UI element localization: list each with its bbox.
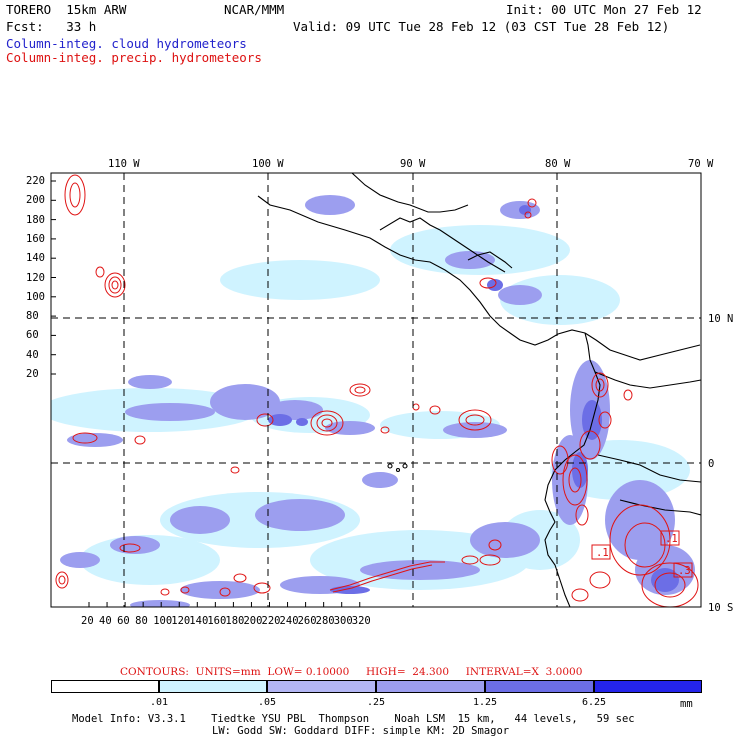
- boxed-label: .1: [596, 547, 609, 559]
- plot-frame: [50, 172, 702, 608]
- y-grid-label: 200: [26, 194, 45, 207]
- physics-info: LW: Godd SW: Goddard DIFF: simple KM: 2D…: [212, 725, 510, 737]
- model-title: TORERO 15km ARW: [6, 2, 127, 17]
- y-grid-label: 120: [26, 271, 45, 284]
- graticule: [51, 173, 701, 607]
- x-grid-label: 300: [333, 615, 353, 627]
- lon-label: 70 W: [688, 158, 714, 170]
- colorbar-label: 6.25: [581, 697, 607, 708]
- x-grid-label: 220: [261, 615, 281, 627]
- precip-field-label: Column-integ. precip. hydrometeors: [6, 50, 262, 65]
- lon-label: 80 W: [545, 158, 571, 170]
- boxed-label: .1: [665, 533, 678, 545]
- x-grid-label: 40: [99, 615, 112, 627]
- y-grid-label: 80: [26, 310, 39, 323]
- lon-label: 110 W: [108, 158, 140, 170]
- lat-label: 10 S: [708, 602, 734, 614]
- x-grid-label: 200: [243, 615, 263, 627]
- x-grid-label: 240: [279, 615, 299, 627]
- x-grid-label: 260: [297, 615, 317, 627]
- y-grid-label: 40: [26, 348, 39, 361]
- lon-label: 100 W: [252, 158, 284, 170]
- y-grid-label: 100: [26, 290, 45, 303]
- lat-label: 0: [708, 458, 715, 470]
- shaded-field: [51, 195, 695, 607]
- colorbar-segment: [376, 680, 485, 693]
- coastlines: [257, 173, 701, 607]
- cloud-field-label: Column-integ. cloud hydrometeors: [6, 36, 247, 51]
- y-grid-label: 220: [26, 175, 45, 187]
- colorbar-segment: [51, 680, 159, 693]
- colorbar-label: .01: [149, 697, 169, 708]
- x-grid-label: 320: [351, 615, 371, 627]
- colorbar-label: .05: [257, 697, 277, 708]
- contour-info: CONTOURS: UNITS=mm LOW= 0.10000 HIGH= 24…: [120, 666, 583, 678]
- x-grid-label: 20: [81, 615, 94, 627]
- colorbar-segment: [267, 680, 376, 693]
- colorbar-segment: [485, 680, 594, 693]
- colorbar-unit: mm: [680, 698, 693, 710]
- valid-time: Valid: 09 UTC Tue 28 Feb 12 (03 CST Tue …: [293, 19, 670, 34]
- forecast-hour: Fcst: 33 h: [6, 19, 97, 34]
- org-label: NCAR/MMM: [224, 2, 285, 17]
- y-grid-label: 160: [26, 232, 45, 245]
- x-grid-label: 60: [117, 615, 130, 627]
- model-info: Model Info: V3.3.1 Tiedtke YSU PBL Thomp…: [72, 713, 635, 725]
- y-grid-label: 20: [26, 368, 39, 380]
- x-grid-label: 140: [189, 615, 209, 627]
- colorbar-label: .25: [366, 697, 386, 708]
- lon-label: 90 W: [400, 158, 426, 170]
- init-time: Init: 00 UTC Mon 27 Feb 12: [506, 2, 702, 17]
- colorbar-segment: [594, 680, 702, 693]
- boxed-label: .3: [678, 565, 691, 577]
- x-grid-label: 120: [171, 615, 191, 627]
- x-grid-label: 280: [315, 615, 335, 627]
- colorbar-label: 1.25: [472, 697, 498, 708]
- y-grid-label: 140: [26, 252, 45, 265]
- colorbar-segment: [159, 680, 267, 693]
- x-grid-label: 80: [135, 615, 148, 627]
- x-grid-label: 180: [225, 615, 245, 627]
- precip-contours: [55, 174, 699, 607]
- y-grid-label: 60: [26, 329, 39, 342]
- x-grid-label: 160: [207, 615, 227, 627]
- x-grid-label: 100: [153, 615, 173, 627]
- y-grid-label: 180: [26, 213, 45, 226]
- lat-label: 10 N: [708, 313, 734, 325]
